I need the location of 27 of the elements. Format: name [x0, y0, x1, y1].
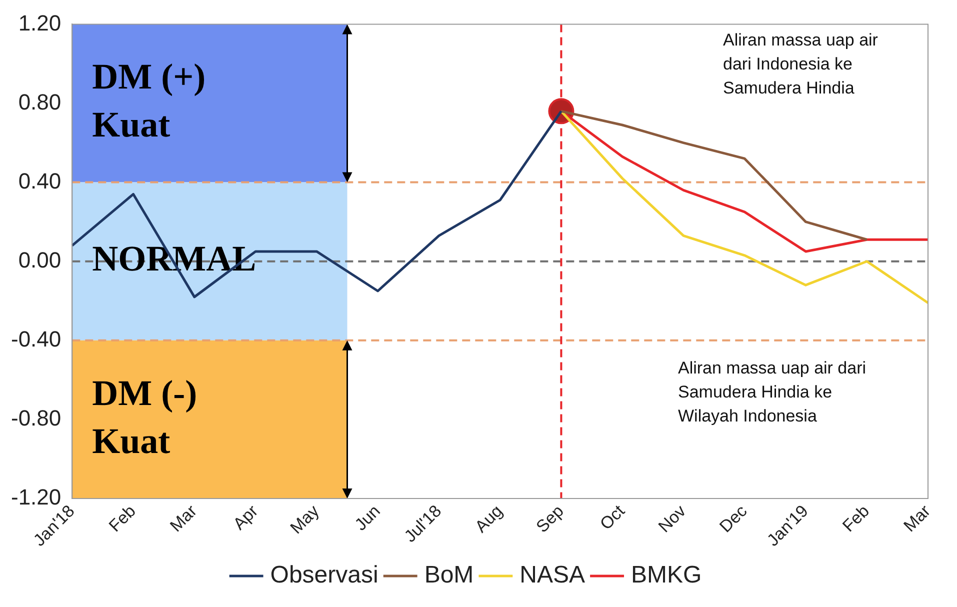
x-tick-label: Nov — [654, 501, 690, 536]
band-label: DM (+) Kuat — [92, 56, 206, 145]
y-tick-label: 0.00 — [18, 247, 62, 272]
x-tick-label: May — [286, 501, 324, 538]
legend-label: Observasi — [270, 562, 378, 589]
x-tick-label: Aug — [471, 501, 506, 536]
x-tick-label: Jun — [351, 501, 384, 534]
x-tick-label: Feb — [838, 501, 874, 536]
x-tick-label: Dec — [716, 501, 752, 536]
y-tick-label: -1.20 — [10, 484, 62, 510]
legend-label: BoM — [424, 562, 474, 589]
y-tick-label: -0.40 — [10, 326, 62, 352]
x-tick-label: Feb — [105, 501, 140, 536]
x-tick-label: Sep — [532, 501, 568, 536]
x-tick-label: Mar — [900, 501, 934, 536]
y-tick-label: 1.20 — [18, 10, 62, 36]
annotation: Aliran massa uap air dari Samudera Hindia ke Wilayah Indonesia — [678, 358, 866, 426]
y-tick-label: 0.80 — [18, 89, 62, 114]
annotation: Aliran massa uap air dari Indonesia ke Samudera Hindia — [723, 30, 878, 98]
x-tick-label: Mar — [166, 501, 201, 536]
x-tick-label: Apr — [230, 501, 262, 534]
x-tick-label: Oct — [596, 501, 629, 534]
legend-label: NASA — [520, 562, 586, 589]
legend-label: BMKG — [631, 562, 702, 589]
band-label: DM (-) Kuat — [92, 372, 198, 461]
y-tick-label: 0.40 — [18, 168, 62, 194]
y-tick-label: -0.80 — [10, 406, 62, 431]
